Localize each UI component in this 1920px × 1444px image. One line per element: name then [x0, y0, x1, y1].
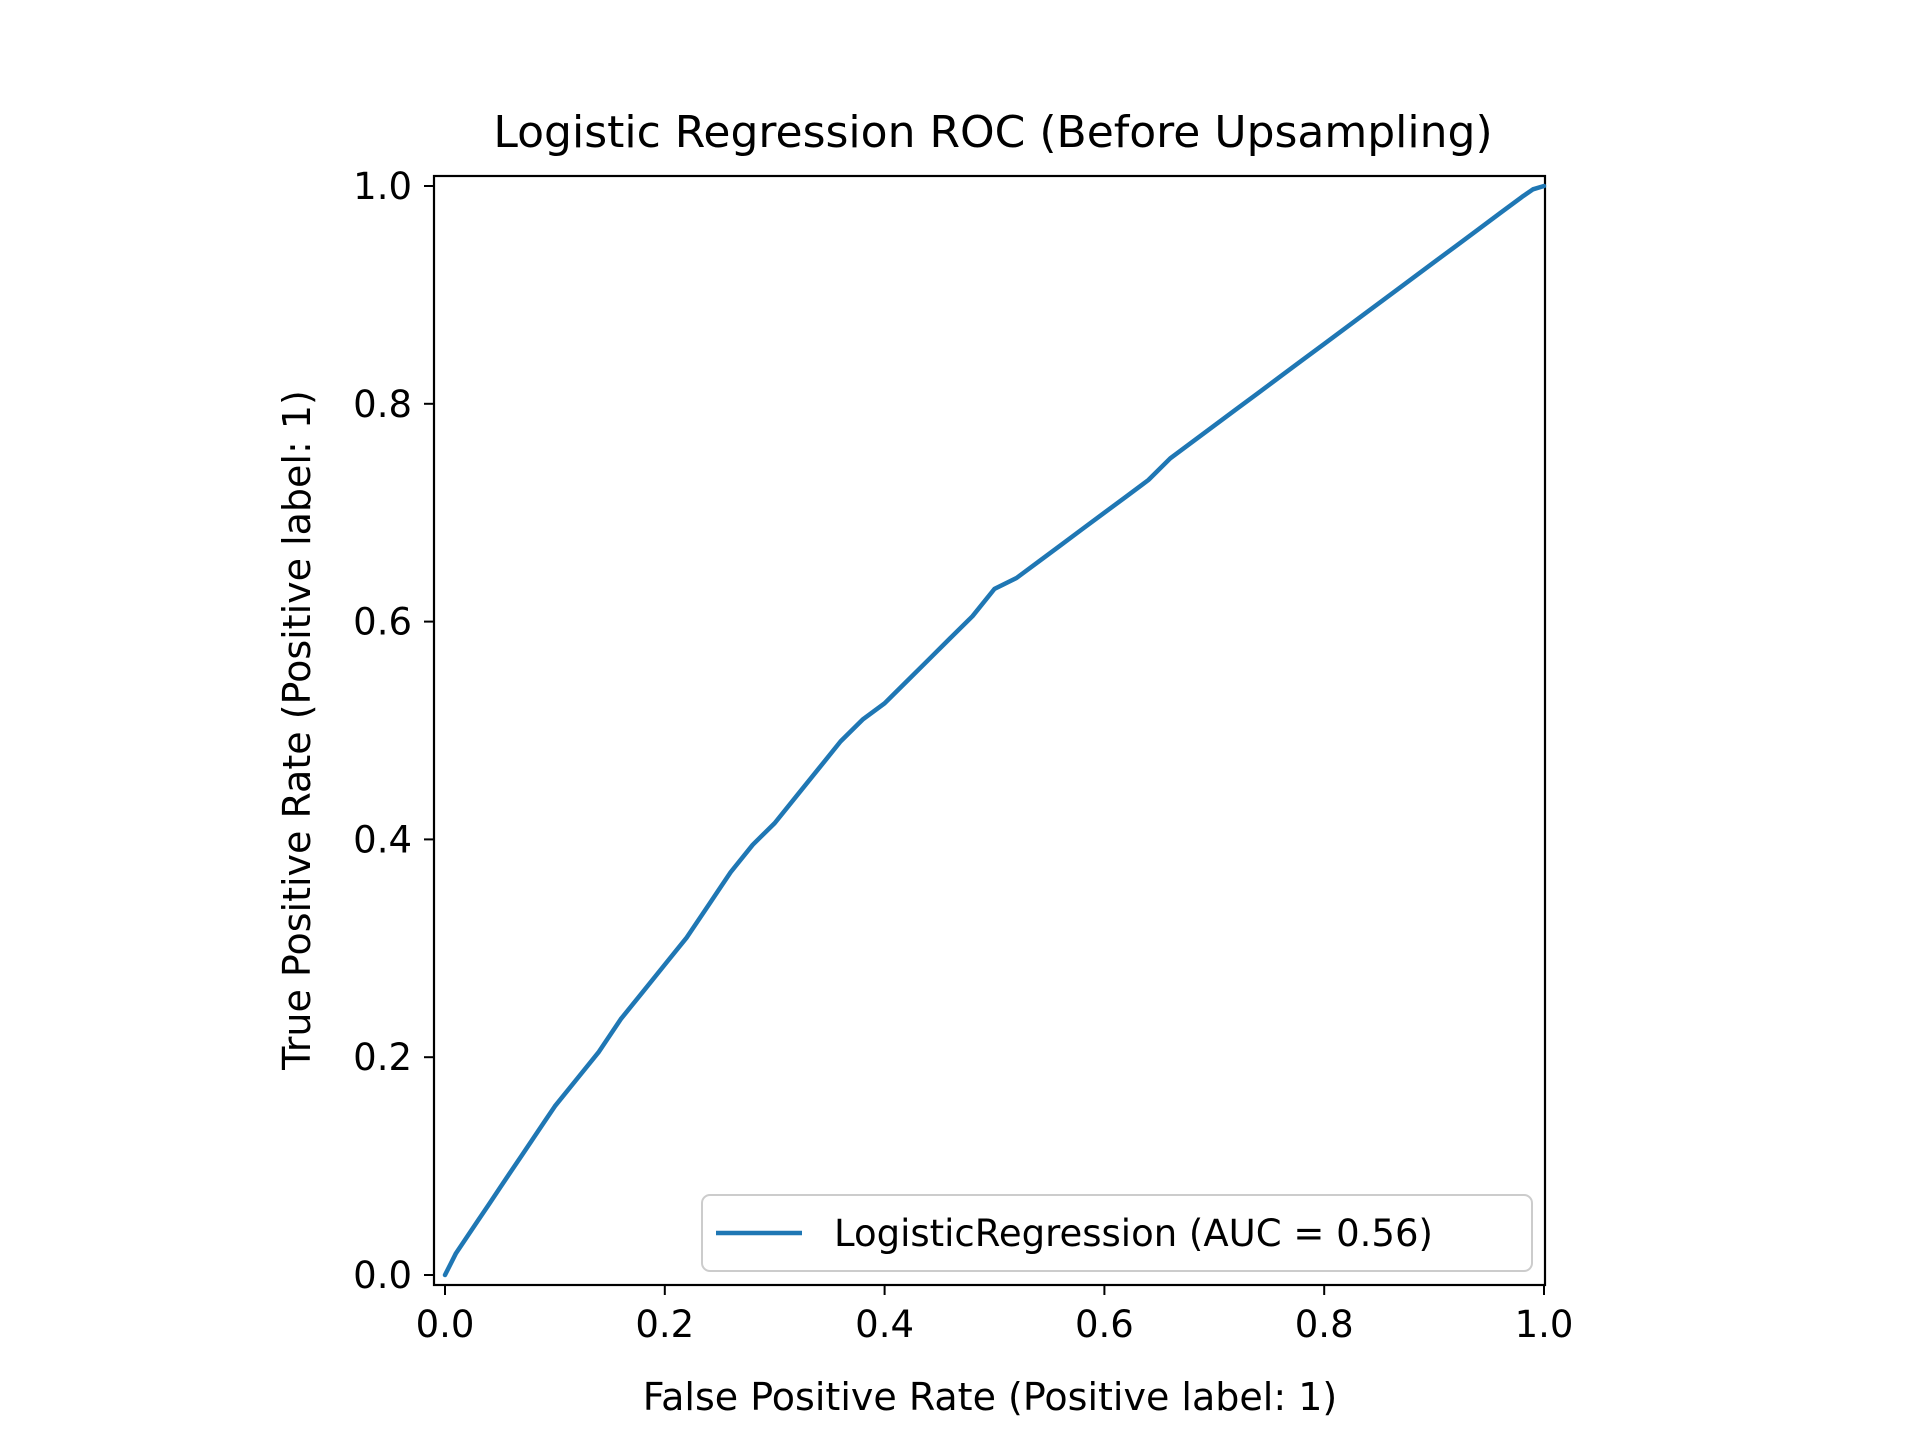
- x-tick-label: 0.2: [635, 1303, 694, 1346]
- plot-area: 0.0 0.2 0.4 0.6 0.8 1.0 0.0 0.2 0.4 0.6 0.8 1.0: [353, 165, 1573, 1346]
- y-tick-label: 0.4: [353, 818, 412, 861]
- legend: LogisticRegression (AUC = 0.56): [701, 1194, 1533, 1272]
- chart-title: Logistic Regression ROC (Before Upsampli…: [493, 107, 1492, 158]
- y-tick-label: 1.0: [353, 165, 412, 208]
- legend-box: [701, 1194, 1533, 1272]
- y-tick-label: 0.8: [353, 383, 412, 426]
- roc-curve-line: [442, 183, 1547, 1278]
- x-tick-label: 0.6: [1075, 1303, 1134, 1346]
- x-tick-label: 1.0: [1515, 1303, 1574, 1346]
- x-tick-label: 0.8: [1295, 1303, 1354, 1346]
- y-tick-label: 0.0: [353, 1254, 412, 1297]
- y-axis-label: True Positive Rate (Positive label: 1): [275, 390, 319, 1071]
- x-axis-label: False Positive Rate (Positive label: 1): [643, 1375, 1337, 1419]
- x-tick-label: 0.4: [855, 1303, 914, 1346]
- y-tick-label: 0.6: [353, 601, 412, 644]
- legend-label: LogisticRegression (AUC = 0.56): [834, 1212, 1433, 1255]
- y-axis-ticks: 0.0 0.2 0.4 0.6 0.8 1.0: [353, 165, 434, 1297]
- x-axis-ticks: 0.0 0.2 0.4 0.6 0.8 1.0: [416, 1285, 1574, 1346]
- y-tick-label: 0.2: [353, 1036, 412, 1079]
- axes-frame: [432, 174, 1547, 1287]
- x-tick-label: 0.0: [416, 1303, 475, 1346]
